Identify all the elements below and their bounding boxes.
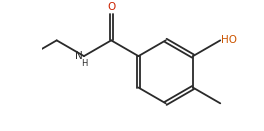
Text: N: N [75,51,83,61]
Text: O: O [107,2,115,12]
Text: H: H [81,59,88,68]
Text: HO: HO [221,35,237,45]
